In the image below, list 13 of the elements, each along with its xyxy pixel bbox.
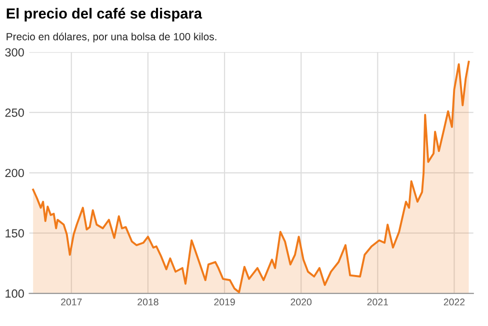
chart-subtitle: Precio en dólares, por una bolsa de 100 kilos.	[6, 32, 216, 42]
chart-title: El precio del café se dispara	[6, 8, 202, 22]
x-tick-label: 2021	[367, 298, 388, 306]
x-tick-label: 2020	[290, 298, 312, 306]
y-tick-label: 250	[5, 108, 24, 117]
x-tick-label: 2017	[61, 298, 82, 306]
y-tick-label: 300	[5, 48, 24, 57]
x-tick-label: 2022	[444, 298, 465, 306]
y-tick-label: 150	[6, 229, 24, 238]
y-tick-label: 100	[6, 289, 24, 298]
x-tick-label: 2019	[214, 298, 235, 306]
y-tick-label: 200	[5, 168, 24, 178]
x-tick-label: 2018	[138, 298, 158, 306]
